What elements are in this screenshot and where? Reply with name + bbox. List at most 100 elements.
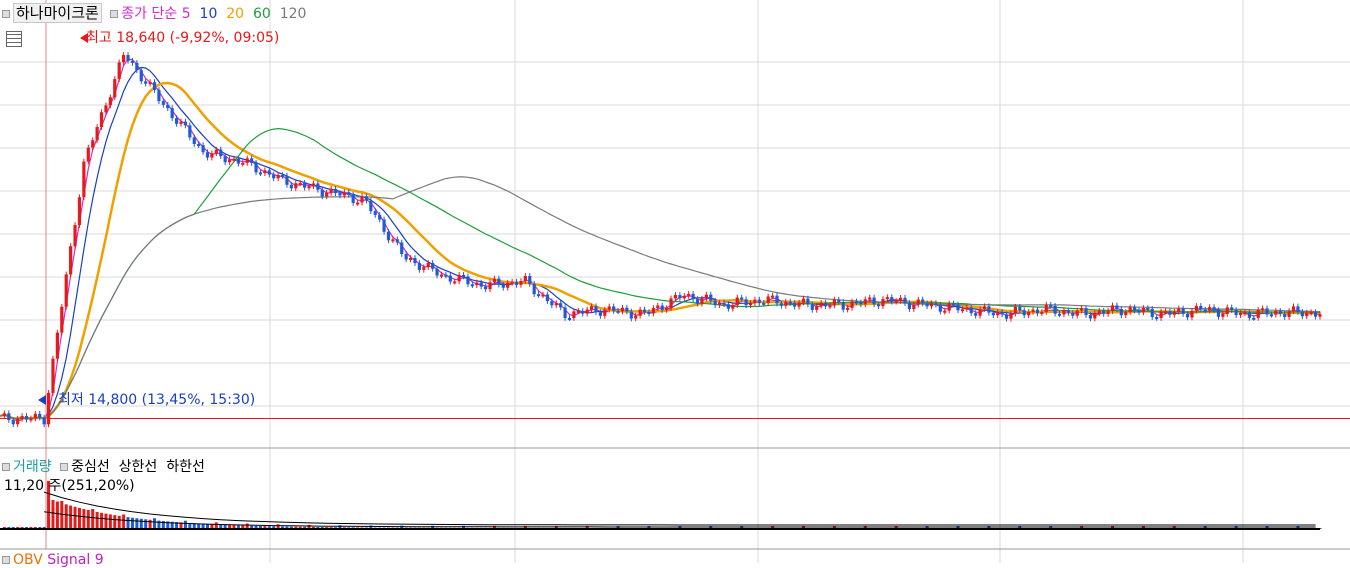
- candle-body: [506, 282, 510, 288]
- candle-body: [536, 294, 541, 297]
- candle-body: [563, 307, 567, 319]
- candle-body: [779, 303, 784, 306]
- candle-body: [1256, 310, 1260, 318]
- candle-body: [678, 295, 682, 299]
- candle-body: [351, 194, 355, 203]
- candle-body: [1159, 311, 1163, 319]
- stock-name-button[interactable]: 하나마이크론: [13, 3, 102, 23]
- candle-body: [179, 121, 183, 124]
- candle-body: [139, 70, 143, 82]
- candle-body: [1031, 309, 1035, 312]
- candlestick-series: [2, 52, 1322, 428]
- candle-body: [272, 174, 276, 179]
- candle-body: [276, 175, 280, 179]
- candle-body: [651, 308, 655, 314]
- candle-body: [117, 62, 121, 80]
- volume-bar: [47, 481, 51, 529]
- candle-body: [876, 304, 881, 307]
- candle-body: [881, 299, 885, 307]
- volume-bar: [281, 526, 285, 529]
- candle-body: [364, 196, 369, 201]
- volume-readout: 11,20 주(251,20%): [4, 478, 135, 494]
- candle-body: [1283, 313, 1287, 317]
- volume-bar: [311, 526, 315, 529]
- ma-5-line: [0, 58, 1321, 422]
- legend-toggle-icon[interactable]: [110, 10, 119, 18]
- candle-body: [890, 297, 894, 302]
- candle-body: [413, 258, 417, 264]
- candle-body: [417, 263, 421, 270]
- volume-bar: [175, 522, 179, 529]
- volume-bar: [289, 526, 293, 529]
- candle-body: [691, 293, 695, 300]
- candle-body: [1181, 308, 1185, 314]
- legend-toggle-icon[interactable]: [2, 10, 10, 18]
- volume-bar: [303, 526, 307, 529]
- candle-body: [545, 294, 550, 302]
- candle-body: [837, 299, 841, 303]
- candle-body: [475, 282, 479, 286]
- candle-body: [1075, 310, 1079, 316]
- candle-body: [33, 413, 37, 419]
- candle-body: [1146, 307, 1150, 310]
- candle-body: [360, 196, 364, 203]
- candle-body: [1199, 305, 1203, 310]
- candle-body: [2, 413, 7, 417]
- candle-body: [91, 140, 95, 148]
- candle-body: [29, 418, 33, 421]
- candle-body: [130, 60, 135, 63]
- candle-body: [453, 281, 457, 284]
- candle-body: [280, 175, 285, 178]
- volume-bar: [201, 523, 205, 529]
- legend-toggle-icon[interactable]: [2, 463, 10, 471]
- candle-body: [38, 413, 42, 418]
- candle-body: [192, 137, 196, 144]
- candle-body: [355, 202, 360, 205]
- volume-bar: [126, 517, 130, 529]
- candle-body: [660, 305, 664, 310]
- ma-120-label: 120: [279, 6, 307, 22]
- candle-body: [629, 311, 633, 319]
- candle-body: [236, 158, 240, 164]
- volume-bar: [263, 526, 267, 529]
- candle-body: [559, 303, 563, 308]
- candle-body: [713, 300, 717, 306]
- candle-body: [316, 183, 320, 190]
- candle-body: [64, 274, 68, 307]
- candle-body: [797, 302, 801, 307]
- candle-body: [1040, 311, 1044, 314]
- volume-bar: [258, 525, 262, 529]
- candle-body: [1062, 310, 1066, 315]
- candle-body: [250, 158, 254, 163]
- volume-bar: [523, 525, 527, 529]
- candle-body: [1177, 308, 1181, 312]
- candle-body: [1265, 308, 1269, 315]
- volume-bar: [272, 526, 276, 529]
- obv-label: OBV: [13, 552, 43, 568]
- ma-10-line: [0, 66, 1321, 420]
- ma-20-label: 20: [226, 6, 245, 22]
- volume-bar: [183, 520, 187, 529]
- candle-body: [426, 262, 430, 268]
- candle-body: [722, 302, 726, 305]
- candle-body: [1291, 306, 1296, 312]
- volume-bar: [431, 525, 435, 529]
- candle-body: [444, 274, 448, 277]
- volume-bar: [462, 525, 466, 529]
- moving-average-lines: [0, 58, 1321, 422]
- ma-10-label: 10: [199, 6, 218, 22]
- candle-body: [1269, 314, 1274, 317]
- candle-body: [969, 307, 973, 314]
- volume-legend: 거래량 중심선 상한선 하한선: [2, 459, 205, 475]
- candle-body: [647, 312, 651, 315]
- legend-toggle-icon[interactable]: [60, 463, 69, 471]
- ma-60-line: [0, 127, 1320, 420]
- band-upper-label: 상한선: [118, 459, 158, 475]
- candle-body: [1230, 307, 1234, 311]
- candle-body: [1150, 308, 1154, 318]
- center-band-line: [44, 511, 1316, 528]
- candle-body: [784, 301, 788, 306]
- table-view-icon[interactable]: [6, 31, 22, 47]
- candle-body: [347, 192, 351, 195]
- candle-body: [859, 302, 863, 305]
